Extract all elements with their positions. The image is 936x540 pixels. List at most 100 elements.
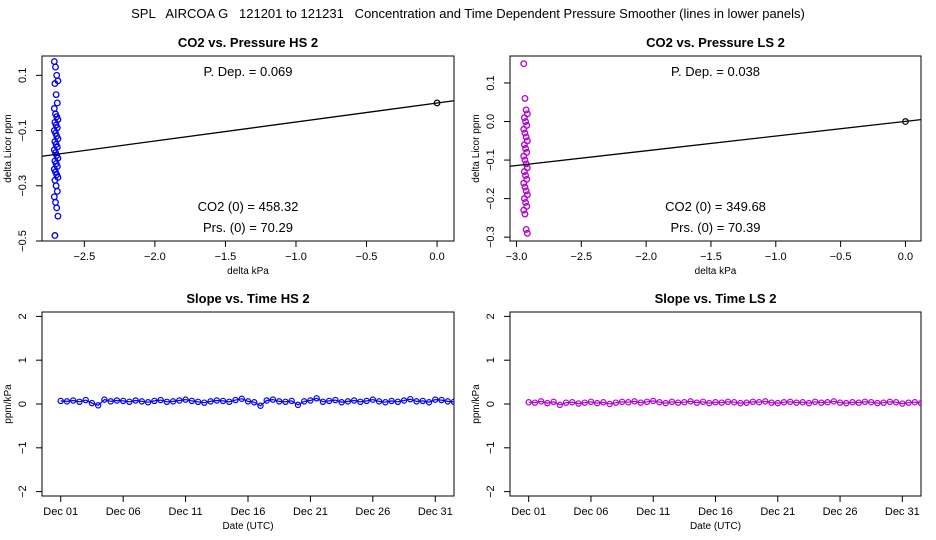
panel-hs-slope: Slope vs. Time HS 2 Dec 01 Dec 06 Dec 11 Dec… [3,291,525,532]
panel-hs-pressure: CO2 vs. Pressure HS 2 −2.5 −2.0 −1.5 −1.0 −0.… [3,35,455,277]
data-point [319,398,327,406]
data-point [556,401,564,409]
data-point [522,133,530,141]
data-point [50,105,58,112]
data-point [244,398,252,405]
data-point [531,399,539,406]
data-point [188,397,196,405]
x-tick-label: Dec 31 [885,506,920,518]
fit-line [510,118,921,167]
x-tick-label: Dec 11 [169,506,203,518]
plot-frame [509,55,922,242]
data-point [464,398,469,403]
data-point [612,399,620,406]
data-point [880,399,887,406]
data-point [749,398,757,406]
y-tick-label: 0 [17,401,29,407]
plot-area [510,60,921,237]
data-point [70,397,77,404]
data-point [793,399,800,406]
y-tick-label: −0.5 [17,230,29,252]
data-point [587,398,595,406]
y-axis-label: ppm/kPa [471,384,482,424]
data-point [514,398,519,403]
data-point [522,199,530,206]
x-axis-label: delta kPa [695,266,737,277]
data-point [520,60,528,68]
data-point [520,179,528,187]
data-point [350,397,358,404]
data-point [562,399,570,406]
data-point [867,399,875,406]
data-point [687,398,694,405]
figure-title: SPL AIRCOA G 121201 to 121231 Concentrat… [131,6,805,21]
reference-point [902,118,909,125]
data-point [537,398,545,405]
plot-area [525,397,936,409]
x-tick-label: −2.5 [570,251,592,263]
data-point [743,399,750,406]
x-tick-label: Dec 06 [574,506,609,518]
x-tick-label: −1.5 [700,251,722,263]
data-point [53,187,61,195]
data-point [861,398,869,406]
data-point [338,399,345,406]
x-tick-label: 0.0 [898,251,913,263]
x-tick-label: 0.0 [429,251,444,263]
x-tick-label: Dec 11 [636,506,670,518]
data-point [706,399,713,407]
data-point [656,399,663,406]
data-point [144,399,152,406]
data-point [157,396,164,404]
data-point [931,400,936,405]
data-point [730,399,738,406]
data-point [363,397,370,405]
data-point [836,399,844,406]
data-point [50,193,58,201]
data-point [520,195,528,203]
data-point [294,401,302,409]
data-point [855,399,862,406]
data-point [830,398,838,405]
data-point [52,91,60,99]
data-point [899,400,906,407]
y-tick-label: 1 [17,357,29,363]
data-point [282,398,289,406]
data-point [521,129,529,137]
pressure-zero-annotation: Prs. (0) = 70.29 [203,220,293,235]
x-tick-label: Dec 21 [760,506,795,518]
data-point [811,398,819,406]
x-tick-label: Dec 26 [823,506,858,518]
data-point [176,397,183,404]
data-point [843,399,850,407]
y-tick-label: −0.1 [485,149,497,171]
plot-frame [509,311,922,497]
data-point [425,399,433,406]
data-point [257,402,264,409]
data-point [693,399,701,406]
data-point [905,399,912,406]
data-point [94,402,102,409]
data-point [650,397,657,405]
data-point [269,396,277,403]
data-point [450,398,454,406]
data-point [53,204,61,212]
y-tick-label: −1 [485,442,497,455]
data-point [874,399,881,407]
data-point [522,172,530,179]
data-point [101,396,108,403]
data-point [132,397,139,404]
y-tick-label: −1 [17,442,29,455]
data-point [520,399,525,404]
data-point [625,399,632,406]
data-point [207,398,214,405]
plot-area [42,58,454,239]
y-tick-label: −2 [485,485,497,498]
data-point [51,80,59,88]
data-point [768,399,775,406]
data-point [238,395,245,402]
data-point [818,399,825,406]
x-tick-label: −0.5 [830,251,852,263]
y-tick-label: 0.1 [485,75,497,90]
